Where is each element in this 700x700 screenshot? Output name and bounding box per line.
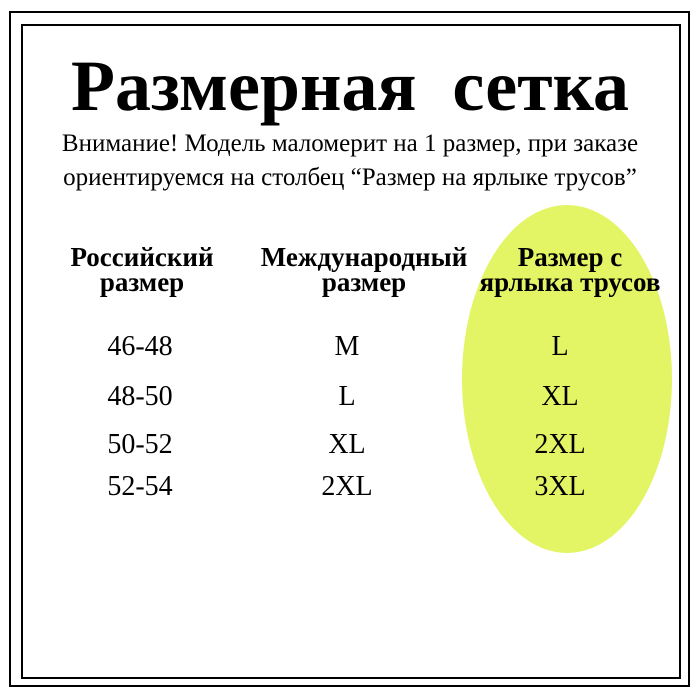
cell-russian-size: 52-54 bbox=[107, 471, 173, 502]
column-header-russian-size: Российский размер bbox=[70, 242, 214, 297]
cell-russian-size: 48-50 bbox=[107, 381, 173, 412]
inner-border bbox=[21, 24, 681, 679]
cell-russian-size: 46-48 bbox=[107, 331, 173, 362]
cell-label-size: 2XL bbox=[534, 429, 586, 460]
cell-international-size: XL bbox=[328, 429, 366, 460]
cell-label-size: L bbox=[551, 331, 569, 362]
notice-line-2: ориентируемся на столбец “Размер на ярлы… bbox=[63, 164, 637, 191]
cell-label-size: XL bbox=[541, 381, 579, 412]
column-header-label-size: Размер с ярлыка трусов bbox=[479, 242, 661, 297]
notice-text: Внимание! Модель маломерит на 1 размер, … bbox=[62, 127, 638, 195]
highlight-ellipse bbox=[462, 205, 672, 553]
cell-international-size: M bbox=[334, 331, 360, 362]
outer-border bbox=[9, 11, 690, 687]
page-title: Размерная сетка bbox=[71, 46, 629, 126]
cell-label-size: 3XL bbox=[534, 471, 586, 502]
cell-russian-size: 50-52 bbox=[107, 429, 173, 460]
column-header-international-size: Международный размер bbox=[260, 242, 468, 297]
cell-international-size: 2XL bbox=[321, 471, 373, 502]
notice-line-1: Внимание! Модель маломерит на 1 размер, … bbox=[61, 130, 639, 157]
cell-international-size: L bbox=[338, 381, 356, 412]
